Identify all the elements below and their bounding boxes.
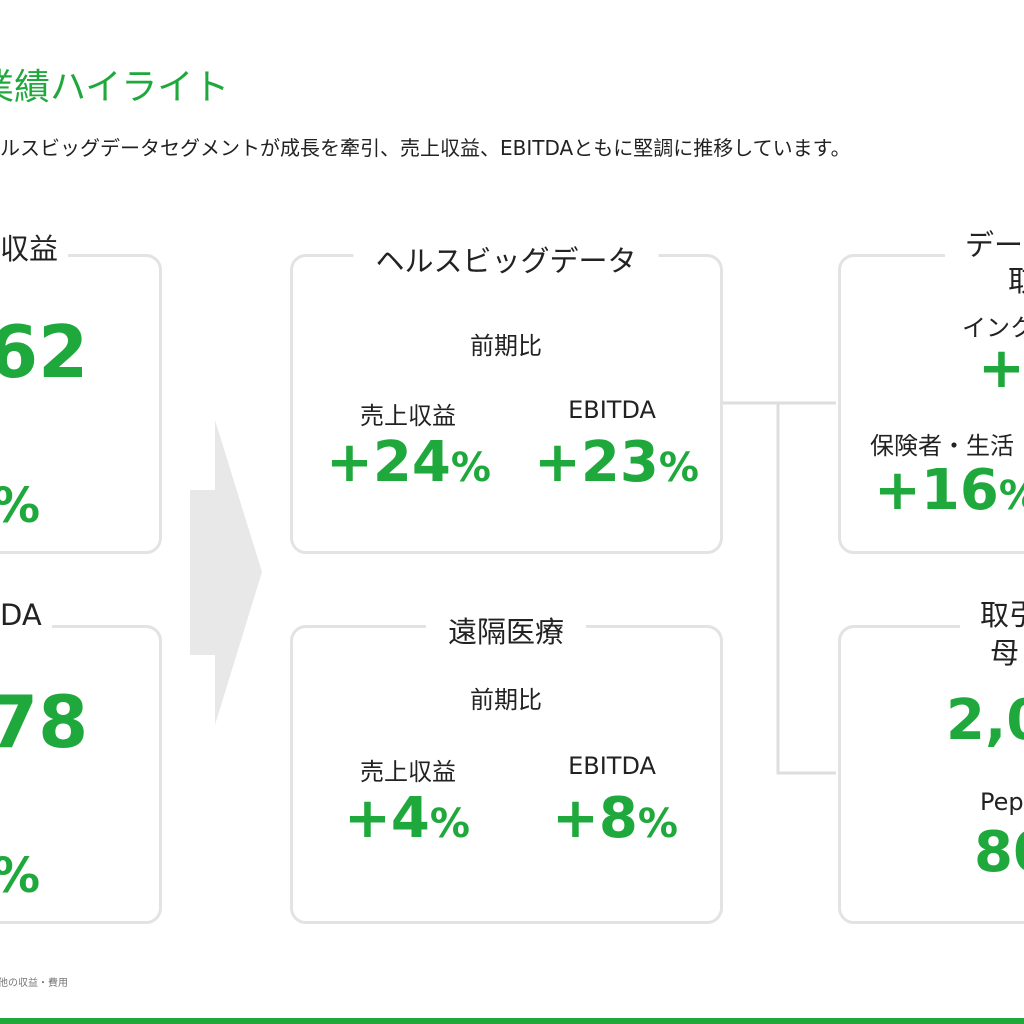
card-note: 前期比 [470,332,542,360]
metric: +4% [344,786,470,851]
metric-value: +4 [344,786,430,851]
item-value: 80 [974,820,1024,885]
card [290,625,723,924]
card-change: % [0,848,40,904]
subtitle: ルスビッグデータセグメントが成長を牽引、売上収益、EBITDAともに堅調に推移し… [0,136,851,160]
card [0,254,162,554]
metric-unit: % [637,801,678,847]
card-label: DA [0,598,52,632]
card-change: % [0,478,40,534]
metric-label: EBITDA [568,752,656,780]
metric: +8% [552,786,678,851]
card [838,254,1024,554]
item-unit: % [999,473,1024,519]
metric-value: +24 [326,430,451,495]
metric-unit: % [429,801,470,847]
card [290,254,723,554]
metric: +23% [534,430,699,495]
item-label: Pep [980,788,1024,816]
card-note: 前期比 [470,686,542,714]
metric-label: EBITDA [568,396,656,424]
card-title: ヘルスビッグデータ [353,238,659,280]
card-title: 取 [1008,264,1024,298]
metric-value: +23 [534,430,659,495]
card-title: 取引 [960,592,1024,634]
card-value: 78 [0,680,89,764]
footnote: 他の収益・費用 [0,978,68,989]
card-label: 収益 [0,226,69,268]
item-value: +16 [874,458,999,523]
card [0,625,162,924]
card-title: 母 [990,636,1020,670]
metric-value: +8 [552,786,638,851]
metric-unit: % [658,445,699,491]
item-value: 2,0 [946,688,1024,753]
metric-unit: % [450,445,491,491]
page-title: 業績ハイライト [0,67,230,108]
metric: +24% [326,430,491,495]
card-value: 62 [0,310,89,394]
item: +16% [874,458,1024,523]
arrow [190,420,262,725]
item-label: インク [962,314,1024,342]
card-title: デー [945,222,1024,264]
item-value: +2 [978,336,1024,401]
metric-label: 売上収益 [360,402,456,430]
metric-label: 売上収益 [360,758,456,786]
item-label: 保険者・生活 [870,432,1014,460]
footer-bar [0,1018,1024,1024]
card-title: 遠隔医療 [425,609,587,651]
card [838,625,1024,924]
connector [776,403,836,775]
